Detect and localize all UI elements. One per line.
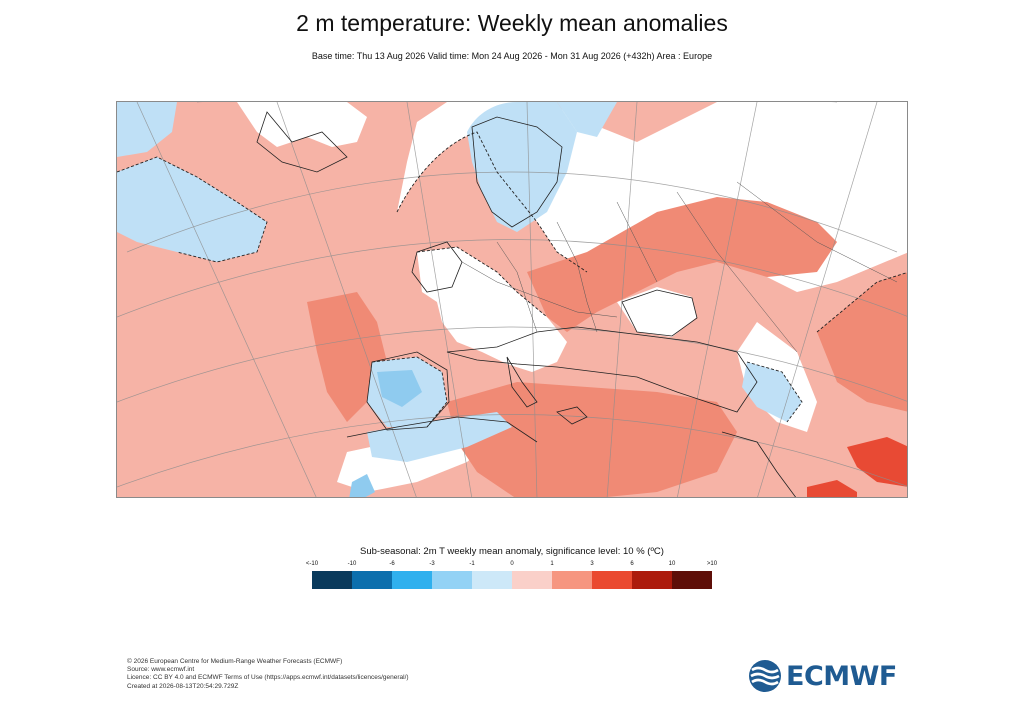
footer-licence: Licence: CC BY 4.0 and ECMWF Terms of Us… <box>127 674 409 682</box>
cool-spot-iberia-coast <box>377 370 422 407</box>
warm-region-central-med <box>447 382 737 497</box>
anomaly-map <box>116 101 908 498</box>
color-scale-swatch <box>352 571 392 589</box>
legend-tick-label: -1 <box>469 561 475 567</box>
cool-region-arctic <box>557 102 617 137</box>
hot-region-south-east <box>847 437 907 487</box>
color-scale-bar <box>312 571 712 589</box>
color-scale-swatch <box>632 571 672 589</box>
color-scale-swatch <box>472 571 512 589</box>
color-scale-swatch <box>672 571 712 589</box>
footer-created: Created at 2026-08-13T20:54:29.729Z <box>127 682 239 690</box>
color-scale-swatch <box>392 571 432 589</box>
footer-copyright: © 2026 European Centre for Medium-Range … <box>127 658 343 665</box>
hot-region-south <box>807 480 857 497</box>
legend-tick-label: >10 <box>706 561 718 567</box>
color-scale-swatch <box>552 571 592 589</box>
legend-tick-label: <-10 <box>305 561 319 567</box>
legend-tick-label: 1 <box>550 561 554 567</box>
color-scale-swatch <box>312 571 352 589</box>
map-coastlines <box>256 111 797 497</box>
map-graticule <box>117 102 907 497</box>
cool-region-greenland-west <box>117 102 177 157</box>
significance-contours <box>117 131 907 428</box>
legend-tick-label: -3 <box>429 561 435 567</box>
cool-region-scandinavia <box>467 102 577 232</box>
color-scale-swatch <box>592 571 632 589</box>
warm-region-atlantic <box>307 292 387 422</box>
legend-ticks: <-10 -10 -6 -3 -1 0 1 3 6 10 >10 <box>306 561 717 571</box>
map-borders <box>461 181 898 353</box>
color-scale-swatch <box>512 571 552 589</box>
chart-subtitle: Base time: Thu 13 Aug 2026 Valid time: M… <box>311 51 713 61</box>
legend-tick-label: 6 <box>630 561 634 567</box>
ecmwf-logo: ECMWF <box>748 659 908 693</box>
cool-region-north-africa <box>367 412 512 462</box>
ecmwf-logo-text: ECMWF <box>786 660 897 692</box>
warm-region-eastern-europe <box>527 197 837 332</box>
cool-region-middle-east <box>742 362 802 422</box>
color-scale-swatch <box>432 571 472 589</box>
legend-tick-label: 0 <box>510 561 514 567</box>
neutral-region-western-europe <box>417 247 567 372</box>
legend-tick-label: 3 <box>590 561 594 567</box>
neutral-region-black-sea <box>617 287 697 337</box>
cool-region-north-atlantic <box>117 157 267 262</box>
footer-source: Source: www.ecmwf.int <box>127 666 195 674</box>
cool-spot-north-africa <box>349 474 375 497</box>
neutral-region-greenland <box>237 102 367 147</box>
footer-credits: © 2026 European Centre for Medium-Range … <box>127 658 409 691</box>
legend-title: Sub-seasonal: 2m T weekly mean anomaly, … <box>360 546 664 557</box>
legend-tick-label: 10 <box>668 561 676 567</box>
legend-tick-label: -10 <box>347 561 357 567</box>
ecmwf-logo-icon <box>749 660 781 692</box>
legend-tick-label: -6 <box>389 561 395 567</box>
chart-title: 2 m temperature: Weekly mean anomalies <box>296 10 728 36</box>
